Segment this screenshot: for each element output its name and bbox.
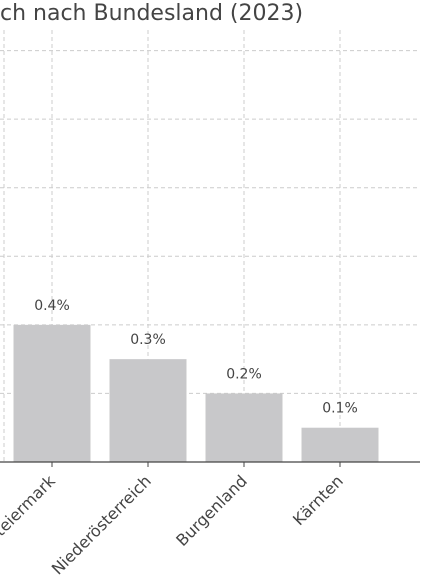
x-tick-label: Steiermark: [0, 471, 59, 547]
bar: [13, 324, 91, 462]
value-label: 0.1%: [322, 401, 358, 417]
bar: [109, 359, 187, 462]
value-label: 0.3%: [130, 332, 166, 348]
value-label: 0.2%: [226, 366, 262, 382]
x-tick-label: Burgenland: [172, 471, 251, 550]
x-tick-label: Kärnten: [289, 471, 347, 529]
bar: [301, 427, 379, 462]
x-tick-label: Niederösterreich: [48, 471, 155, 578]
chart-title: ch nach Bundesland (2023): [0, 1, 303, 26]
value-label: 0.4%: [34, 298, 70, 314]
bar: [205, 393, 283, 462]
